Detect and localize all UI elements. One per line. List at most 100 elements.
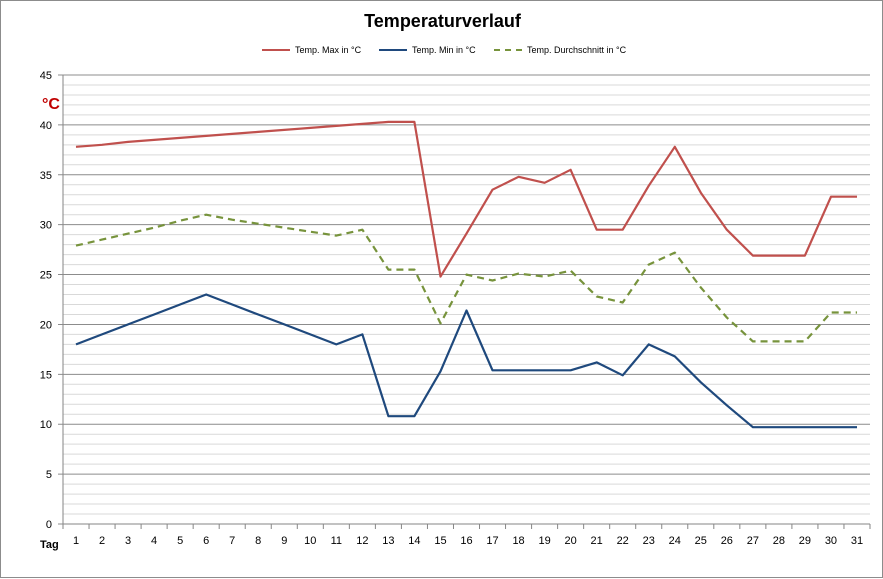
data-point bbox=[205, 213, 207, 215]
data-point bbox=[621, 301, 623, 303]
y-tick-label: 5 bbox=[46, 469, 52, 481]
data-point bbox=[231, 218, 233, 220]
data-point bbox=[153, 226, 155, 228]
legend-item-min: Temp. Min in °C bbox=[379, 45, 476, 55]
x-tick-label: 12 bbox=[356, 535, 368, 547]
data-point bbox=[257, 131, 259, 133]
x-tick-label: 7 bbox=[229, 535, 235, 547]
data-point bbox=[101, 333, 103, 335]
data-point bbox=[309, 127, 311, 129]
data-point bbox=[361, 123, 363, 125]
x-tick-label: 3 bbox=[125, 535, 131, 547]
data-point bbox=[257, 222, 259, 224]
legend-swatch-min bbox=[379, 49, 407, 51]
legend-label-max: Temp. Max in °C bbox=[295, 45, 362, 55]
x-tick-label: 13 bbox=[382, 535, 394, 547]
x-tick-label: 27 bbox=[747, 535, 759, 547]
data-point bbox=[127, 141, 129, 143]
x-axis-label: Tag bbox=[40, 539, 59, 551]
data-point bbox=[413, 415, 415, 417]
data-point bbox=[439, 275, 441, 277]
x-tick-label: 24 bbox=[669, 535, 681, 547]
series-line-0 bbox=[75, 120, 857, 278]
data-point bbox=[517, 272, 519, 274]
data-point bbox=[75, 244, 77, 246]
x-tick-label: 4 bbox=[151, 535, 157, 547]
x-tick-label: 29 bbox=[799, 535, 811, 547]
data-point bbox=[101, 144, 103, 146]
data-point bbox=[127, 232, 129, 234]
data-point bbox=[231, 133, 233, 135]
x-tick-label: 20 bbox=[565, 535, 577, 547]
x-tick-label: 14 bbox=[408, 535, 420, 547]
y-tick-label: 40 bbox=[40, 120, 52, 132]
data-point bbox=[674, 355, 676, 357]
legend-item-avg: Temp. Durchschnitt in °C bbox=[494, 45, 626, 55]
x-tick-label: 1 bbox=[73, 535, 79, 547]
series-line-2 bbox=[75, 213, 857, 343]
data-point bbox=[465, 232, 467, 234]
data-point bbox=[179, 219, 181, 221]
data-point bbox=[752, 426, 754, 428]
data-point bbox=[543, 369, 545, 371]
data-point bbox=[387, 268, 389, 270]
data-point bbox=[595, 228, 597, 230]
y-unit-label: °C bbox=[42, 96, 60, 113]
x-tick-label: 15 bbox=[434, 535, 446, 547]
legend-swatch-avg bbox=[494, 49, 522, 51]
x-tick-label: 18 bbox=[512, 535, 524, 547]
data-point bbox=[804, 426, 806, 428]
data-point bbox=[465, 273, 467, 275]
data-point bbox=[491, 279, 493, 281]
x-tick-label: 8 bbox=[255, 535, 261, 547]
data-point bbox=[648, 185, 650, 187]
y-tick-label: 15 bbox=[40, 369, 52, 381]
data-point bbox=[205, 135, 207, 137]
x-tick-label: 21 bbox=[591, 535, 603, 547]
data-point bbox=[257, 313, 259, 315]
data-point bbox=[127, 323, 129, 325]
data-point bbox=[361, 333, 363, 335]
data-point bbox=[752, 340, 754, 342]
data-point bbox=[283, 323, 285, 325]
data-point bbox=[830, 311, 832, 313]
data-point bbox=[387, 415, 389, 417]
x-tick-label: 11 bbox=[331, 535, 342, 547]
y-tick-label: 45 bbox=[40, 70, 52, 82]
data-point bbox=[726, 404, 728, 406]
data-point bbox=[335, 343, 337, 345]
data-point bbox=[856, 426, 858, 428]
legend: Temp. Max in °C Temp. Min in °C Temp. Du… bbox=[1, 45, 883, 61]
data-point bbox=[439, 322, 441, 324]
data-point bbox=[752, 254, 754, 256]
data-point bbox=[700, 381, 702, 383]
y-tick-label: 0 bbox=[46, 519, 52, 531]
data-point bbox=[804, 340, 806, 342]
data-point bbox=[179, 303, 181, 305]
x-tick-label: 9 bbox=[281, 535, 287, 547]
data-point bbox=[335, 234, 337, 236]
x-tick-label: 26 bbox=[721, 535, 733, 547]
x-tick-label: 17 bbox=[486, 535, 498, 547]
data-point bbox=[491, 189, 493, 191]
data-point bbox=[543, 182, 545, 184]
data-point bbox=[517, 369, 519, 371]
series-line-1 bbox=[75, 293, 857, 429]
y-tick-label: 20 bbox=[40, 319, 52, 331]
legend-swatch-max bbox=[262, 49, 290, 51]
x-tick-label: 16 bbox=[460, 535, 472, 547]
chart-title: Temperaturverlauf bbox=[364, 11, 521, 31]
data-point bbox=[231, 303, 233, 305]
data-point bbox=[674, 251, 676, 253]
data-point bbox=[830, 426, 832, 428]
data-point bbox=[153, 313, 155, 315]
data-point bbox=[101, 238, 103, 240]
x-tick-label: 19 bbox=[538, 535, 550, 547]
data-point bbox=[700, 286, 702, 288]
data-point bbox=[309, 230, 311, 232]
data-point bbox=[621, 228, 623, 230]
x-tick-label: 5 bbox=[177, 535, 183, 547]
data-point bbox=[569, 369, 571, 371]
data-point bbox=[778, 254, 780, 256]
data-point bbox=[465, 309, 467, 311]
